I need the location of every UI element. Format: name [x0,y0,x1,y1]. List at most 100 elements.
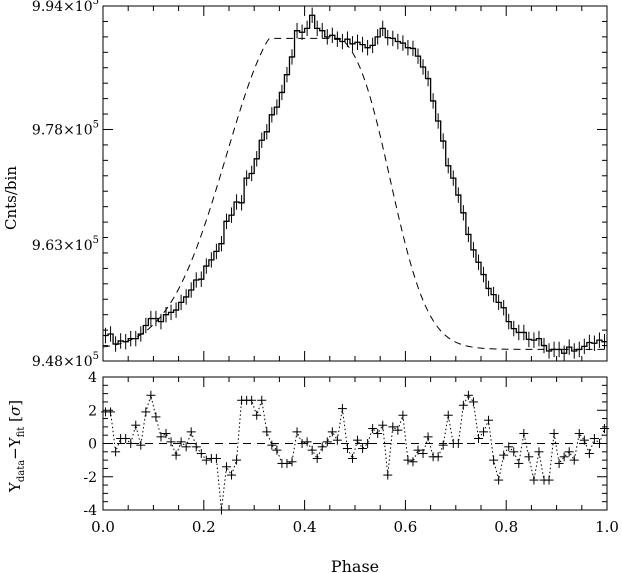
top-panel: 9.48×105 9.63×105 9.78×105 9.94×105 [32,0,608,370]
residual-point [272,445,282,455]
residual-point [322,437,332,447]
residual-point [393,425,403,435]
residual-point [267,440,277,450]
residual-point [297,439,307,448]
residual-point [211,453,221,463]
residual-point [111,447,121,457]
residual-point [458,400,468,410]
residual-dotted-line [105,393,605,511]
residual-point [166,437,176,447]
residual-point [383,470,393,480]
residual-point [584,448,594,458]
residual-point [438,440,448,450]
residual-point [106,407,116,417]
y-axis-label-bottom-text: Ydata−Yfit [σ] [6,400,27,493]
residual-point [368,424,378,434]
residual-point [499,450,509,460]
residual-point [252,410,262,420]
y-tick-label: 9.78×105 [32,119,99,138]
residual-point [473,434,483,444]
residual-point [579,435,589,445]
residual-point [342,443,352,453]
y-tick-label: 9.63×105 [32,235,99,254]
residual-point [479,427,489,437]
residual-point [131,420,141,430]
data-histogram [103,14,607,354]
residual-point [227,470,237,480]
residual-point [216,505,226,515]
residual-point [176,437,186,447]
bottom-panel: 0.0 0.2 0.4 0.6 0.8 1.0 -4 -2 0 2 4 [83,370,619,536]
residual-point [317,442,327,452]
residual-point [136,440,146,450]
residual-point [378,420,388,430]
residual-point [247,395,257,405]
residual-point [463,390,473,400]
residual-point [408,457,418,467]
residual-y-tick-label: -4 [83,503,97,519]
residual-point [347,453,357,463]
residual-point [151,412,161,422]
x-tick-label: 0.4 [293,518,317,536]
x-tick-label: 0.0 [91,518,115,536]
residual-point [529,475,539,485]
residual-point [181,442,191,452]
residual-point [186,427,196,437]
residual-point [373,429,383,439]
residual-point [353,435,363,445]
residual-point [403,455,413,465]
residual-point [594,439,604,448]
residual-point [549,429,559,439]
residual-point [327,427,337,437]
x-tick-label: 0.8 [494,518,518,536]
residual-point [388,422,398,432]
residual-point [196,448,206,458]
residual-point [484,415,494,425]
residual-point [468,397,478,407]
residual-point [544,475,554,485]
residual-point [221,462,231,472]
residual-point [519,429,529,439]
residual-point [146,390,156,400]
residual-point [332,435,342,445]
residual-y-tick-label: -2 [83,470,97,486]
residual-point [257,395,267,405]
residual-point [121,434,131,444]
y-tick-label: 9.94×105 [32,0,99,15]
residual-y-tick-label: 0 [88,437,97,453]
x-tick-label: 0.2 [192,518,216,536]
residual-point [337,404,347,414]
residual-point [191,442,201,452]
residual-point [156,432,166,442]
residual-point [398,410,408,420]
residual-point [312,453,322,463]
y-tick-label: 9.48×105 [32,351,99,370]
residual-point [126,439,136,448]
residual-point [433,452,443,462]
residual-point [489,455,499,465]
axis-labels: Cnts/bin Phase Ydata−Yfit [σ] [2,166,379,573]
residual-point [161,429,171,439]
residual-point [423,432,433,442]
residual-point [307,445,317,455]
residual-point [494,475,504,485]
x-axis-label: Phase [331,557,379,573]
residual-point [569,455,579,465]
residual-point [287,457,297,467]
residual-point [514,458,524,468]
residual-point [232,455,242,465]
residual-point [599,424,609,434]
residual-point [363,439,373,448]
residual-point [418,448,428,458]
residual-point [589,434,599,444]
residual-point [141,407,151,417]
residual-point [524,452,534,462]
residual-point [564,447,574,457]
residual-point [292,427,302,437]
residual-point [554,458,564,468]
residual-point [509,447,519,457]
residual-point [302,437,312,447]
y-axis-label-top: Cnts/bin [2,166,20,230]
residual-point [201,455,211,465]
y-axis-label-bottom: Ydata−Yfit [σ] [6,400,27,493]
